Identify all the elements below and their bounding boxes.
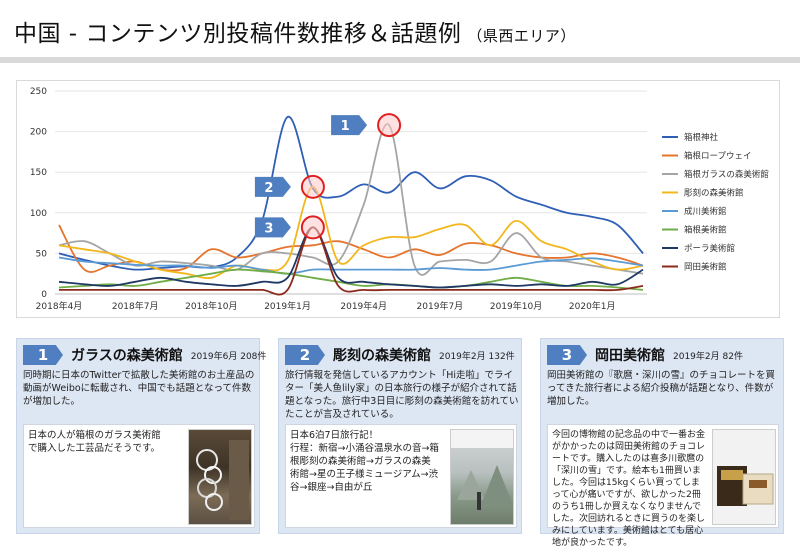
title-subtitle: （県西エリア） [467,27,576,45]
callout-label: 2 [264,181,273,196]
series-line-8 [59,226,644,296]
legend-label: 岡田美術館 [684,262,727,273]
post-example: 今回の博物館の記念品の中で一番お金がかかったのは岡田美術館のチョコレートです。購… [547,424,779,548]
card-description: 岡田美術館の『歌麿・深川の雪』のチョコレートを買ってきた旅行者による紹介投稿が話… [547,370,776,407]
callout-arrow [254,176,291,197]
x-tick-label: 2020年1月 [569,300,616,312]
post-example: 日本6泊7日旅行記！ 行程：新宿→小涌谷温泉水の音→箱根彫刻の森美術館→ガラスの… [285,424,517,528]
callout-arrow [331,115,368,136]
card-description: 旅行情報を発信しているアカウント「Hi走啦」でライター「美人鱼lily家」の日本… [285,370,519,420]
line-chart: 0 50 100 150 200 250 2018年4月 2018年7月 2018年10月 201… [30,87,769,312]
card-number-badge: 1 [23,345,63,365]
y-tick-label: 50 [36,249,48,259]
post-text: 日本の人が箱根のガラス美術館で購入した工芸品だそうです。 [28,430,161,454]
card-title: ガラスの森美術館 [71,348,183,364]
x-tick-label: 2019年10月 [490,300,542,312]
legend-label: 彫刻の森美術館 [684,188,744,199]
x-tick-label: 2018年7月 [112,300,159,312]
y-tick-label: 200 [30,128,47,138]
post-text: 日本6泊7日旅行記！ 行程：新宿→小涌谷温泉水の音→箱根彫刻の森美術館→ガラスの… [290,430,439,493]
post-example: 日本の人が箱根のガラス美術館で購入した工芸品だそうです。 [23,424,255,528]
x-tick-label: 2019年7月 [417,300,464,312]
glass-art-photo [188,429,252,525]
post-text: 今回の博物館の記念品の中で一番お金がかかったのは岡田美術館のチョコレートです。購… [552,430,706,548]
callout-circle [300,215,325,240]
callout-circle [377,113,402,138]
topic-card-2: 2 彫刻の森美術館 2019年2月 132件 旅行情報を発信しているアカウント「… [278,338,522,534]
card-number-badge: 3 [547,345,587,365]
legend-label: 箱根神社 [684,132,719,143]
series-line-1 [58,116,644,271]
callout-label: 3 [264,221,273,236]
page-title: 中国 - コンテンツ別投稿件数推移＆話題例 （県西エリア） [14,14,576,48]
y-tick-label: 150 [30,168,47,178]
y-tick-label: 0 [41,290,47,300]
card-title: 彫刻の森美術館 [333,348,431,364]
legend-label: 箱根美術館 [684,225,727,236]
sculpture-garden-photo [450,429,514,525]
x-tick-label: 2018年10月 [185,300,237,312]
card-header: 2 彫刻の森美術館 2019年2月 132件 [285,343,515,367]
card-date: 2019年2月 82件 [673,351,743,362]
chart-frame: 0 50 100 150 200 250 2018年4月 2018年7月 2018年10月 201… [16,80,780,318]
series-line-3 [58,123,644,276]
chocolate-photo [712,429,776,525]
series-line-7 [58,226,644,289]
card-header: 3 岡田美術館 2019年2月 82件 [547,343,743,367]
title-main: 中国 - コンテンツ別投稿件数推移＆話題例 [14,21,462,47]
card-date: 2019年2月 132件 [439,351,515,362]
topic-card-3: 3 岡田美術館 2019年2月 82件 岡田美術館の『歌麿・深川の雪』のチョコレ… [540,338,784,548]
legend-label: 成川美術館 [684,206,727,217]
card-date: 2019年6月 208件 [190,351,267,362]
y-tick-label: 250 [30,87,47,97]
legend-label: ポーラ美術館 [684,243,735,254]
card-number-badge: 2 [285,345,325,365]
y-tick-label: 100 [30,209,47,219]
topic-card-1: 1 ガラスの森美術館 2019年6月 208件 同時期に日本のTwitterで拡… [16,338,266,534]
callout-label: 1 [341,119,350,134]
x-tick-label: 2019年4月 [340,300,387,312]
title-underline [0,57,800,63]
series-line-5 [58,256,644,275]
legend-label: 箱根ガラスの森美術館 [684,169,769,180]
callout-arrow [254,217,291,238]
series-line-6 [58,268,644,291]
card-description: 同時期に日本のTwitterで拡散した美術館のお土産品の動画がWeiboに転載さ… [23,370,255,407]
card-title: 岡田美術館 [595,348,665,364]
x-tick-label: 2019年1月 [264,300,311,312]
callout-circle [300,174,325,199]
legend-label: 箱根ロープウェイ [684,151,752,162]
series-line-4 [58,185,644,279]
card-header: 1 ガラスの森美術館 2019年6月 208件 [23,343,266,367]
x-tick-label: 2018年4月 [36,300,83,312]
